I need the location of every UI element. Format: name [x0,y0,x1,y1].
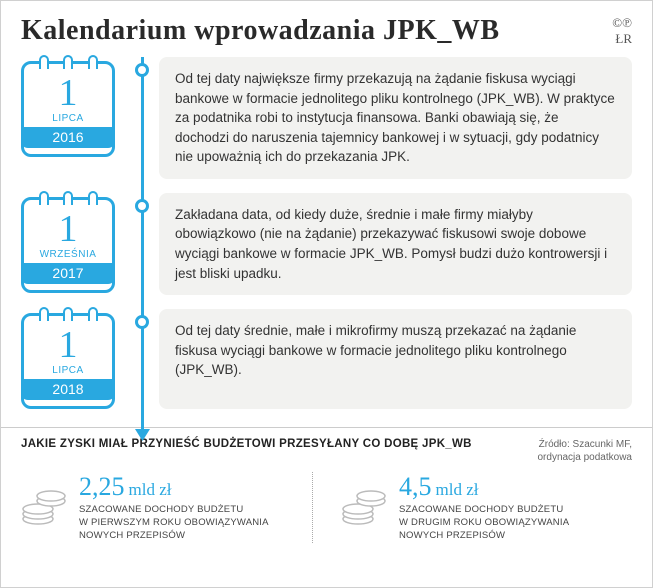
footer-header: JAKIE ZYSKI MIAŁ PRZYNIEŚĆ BUDŻETOWI PRZ… [21,438,632,464]
stat-value: 2,25 [79,472,125,501]
timeline-entry: 1 LIPCA 2016 Od tej daty największe firm… [21,57,632,179]
stat-unit: mld zł [129,480,172,499]
timeline-description: Od tej daty największe firmy przekazują … [159,57,632,179]
copyright-top: ©℗ [612,15,632,31]
timeline-description: Od tej daty średnie, małe i mikrofirmy m… [159,309,632,409]
page-title: Kalendarium wprowadzania JPK_WB [21,15,500,47]
calendar-day: 1 [24,74,112,112]
calendar-month: WRZEŚNIA [24,249,112,260]
coins-icon [341,487,387,527]
source-line: Źródło: Szacunki MF, [537,438,632,451]
footer-title: JAKIE ZYSKI MIAŁ PRZYNIEŚĆ BUDŻETOWI PRZ… [21,438,472,450]
coins-icon [21,487,67,527]
stat-value-line: 4,5 mld zł [399,472,612,502]
calendar-month: LIPCA [24,365,112,376]
stat-block: 4,5 mld zł SZACOWANE DOCHODY BUDŻETU W D… [312,472,632,542]
footer: JAKIE ZYSKI MIAŁ PRZYNIEŚĆ BUDŻETOWI PRZ… [1,427,652,556]
stat-text: 4,5 mld zł SZACOWANE DOCHODY BUDŻETU W D… [399,472,612,542]
calendar-day: 1 [24,326,112,364]
source-citation: Źródło: Szacunki MF, ordynacja podatkowa [537,438,632,464]
stat-value: 4,5 [399,472,432,501]
calendar-year: 2016 [21,127,115,148]
calendar-year: 2017 [21,263,115,284]
calendar-rings-icon [24,307,112,321]
timeline-description: Zakładana data, od kiedy duże, średnie i… [159,193,632,295]
calendar-card: 1 WRZEŚNIA 2017 [21,197,115,293]
timeline-dot-icon [135,315,149,329]
calendar-year: 2018 [21,379,115,400]
stat-block: 2,25 mld zł SZACOWANE DOCHODY BUDŻETU W … [21,472,312,542]
calendar-card: 1 LIPCA 2018 [21,313,115,409]
source-line: ordynacja podatkowa [537,451,632,464]
timeline: 1 LIPCA 2016 Od tej daty największe firm… [1,57,652,427]
timeline-dot-icon [135,199,149,213]
stat-text: 2,25 mld zł SZACOWANE DOCHODY BUDŻETU W … [79,472,292,542]
calendar-day: 1 [24,210,112,248]
stat-label: SZACOWANE DOCHODY BUDŻETU W PIERWSZYM RO… [79,504,292,542]
timeline-dot-icon [135,63,149,77]
copyright-mark: ©℗ ŁR [612,15,632,46]
header: Kalendarium wprowadzania JPK_WB ©℗ ŁR [1,1,652,57]
stat-label: SZACOWANE DOCHODY BUDŻETU W DRUGIM ROKU … [399,504,612,542]
calendar-rings-icon [24,55,112,69]
copyright-author: ŁR [612,31,632,47]
calendar-rings-icon [24,191,112,205]
stats-row: 2,25 mld zł SZACOWANE DOCHODY BUDŻETU W … [21,472,632,542]
calendar-month: LIPCA [24,113,112,124]
timeline-entry: 1 WRZEŚNIA 2017 Zakładana data, od kiedy… [21,193,632,295]
stat-unit: mld zł [436,480,479,499]
timeline-entry: 1 LIPCA 2018 Od tej daty średnie, małe i… [21,309,632,409]
timeline-arrow-icon [135,429,150,441]
stat-value-line: 2,25 mld zł [79,472,292,502]
calendar-card: 1 LIPCA 2016 [21,61,115,157]
